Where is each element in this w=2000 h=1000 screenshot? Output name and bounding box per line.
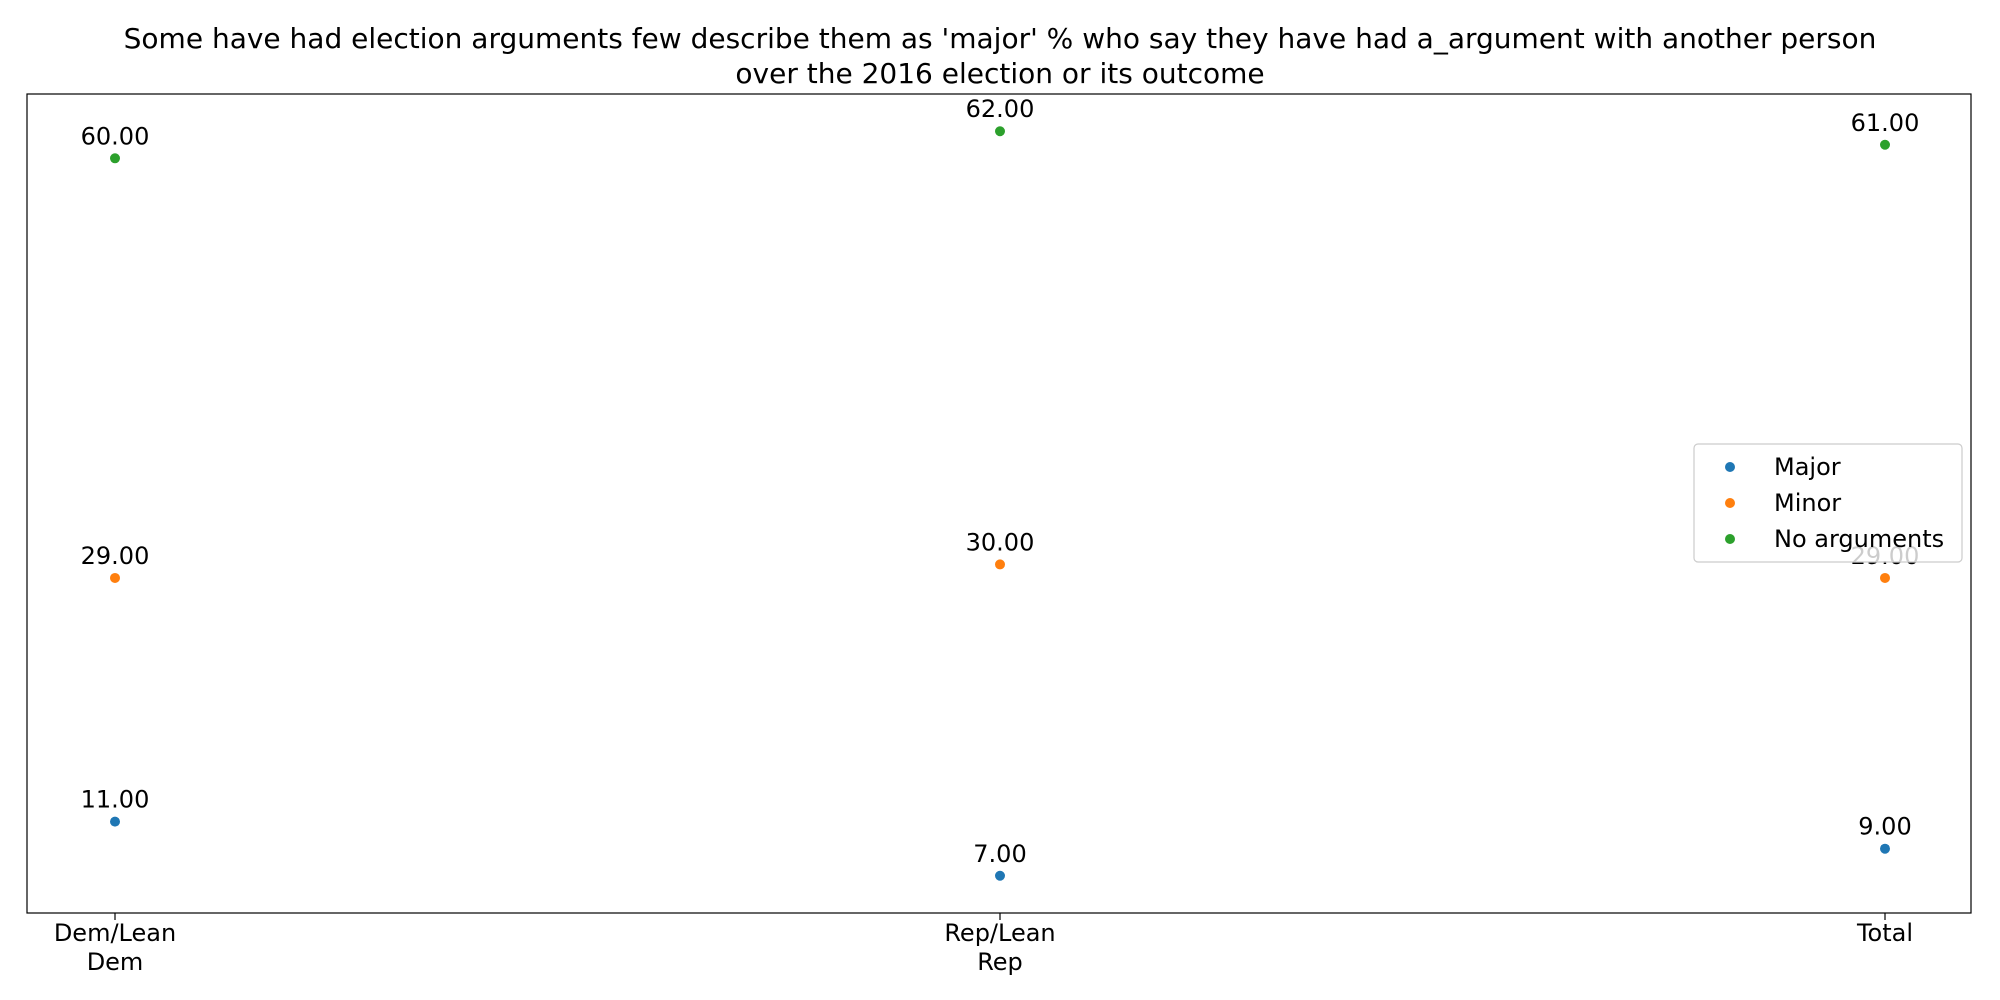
data-label: 30.00	[966, 528, 1035, 556]
data-point	[110, 816, 120, 827]
data-label: 7.00	[973, 840, 1026, 868]
x-tick-label: Dem	[87, 948, 144, 976]
data-points	[110, 126, 1890, 881]
legend-marker	[1725, 534, 1735, 544]
data-point	[995, 559, 1005, 570]
data-point	[995, 870, 1005, 881]
data-label: 62.00	[966, 95, 1035, 123]
data-label: 9.00	[1858, 813, 1911, 841]
legend-label: No arguments	[1774, 525, 1944, 553]
data-label: 29.00	[81, 542, 150, 570]
legend: Major Minor No arguments	[1693, 443, 1963, 563]
data-point	[995, 126, 1005, 137]
legend-marker	[1725, 498, 1735, 508]
data-point	[1880, 139, 1890, 150]
legend-box	[1693, 443, 1963, 563]
x-tick-label: Rep/Lean	[944, 919, 1055, 947]
data-label: 60.00	[81, 122, 150, 150]
legend-label: Minor	[1774, 489, 1841, 517]
x-tick-label: Dem/Lean	[54, 919, 176, 947]
data-labels: 11.007.009.0029.0030.0029.0060.0062.0061…	[81, 95, 1920, 868]
data-label: 11.00	[81, 786, 150, 814]
data-point	[110, 153, 120, 164]
data-label: 61.00	[1851, 109, 1920, 137]
chart-title-line-2: over the 2016 election or its outcome	[735, 57, 1264, 90]
x-tick-label: Total	[1856, 919, 1913, 947]
plot-area	[26, 93, 1972, 914]
data-point	[110, 572, 120, 583]
chart-title-line-1: Some have had election arguments few des…	[124, 22, 1877, 55]
x-tick-label: Rep	[977, 948, 1023, 976]
legend-label: Major	[1774, 453, 1841, 481]
data-point	[1880, 843, 1890, 854]
data-point	[1880, 572, 1890, 583]
legend-marker	[1725, 462, 1735, 472]
